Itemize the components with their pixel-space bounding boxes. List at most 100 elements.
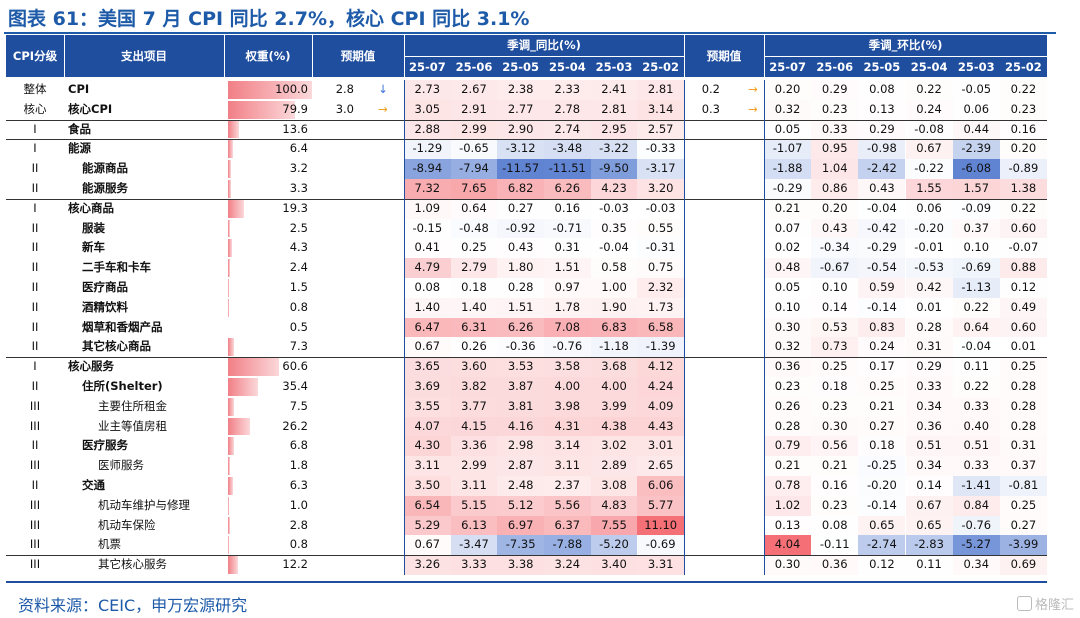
mom-value: 0.67 <box>916 497 942 512</box>
mom-value: -0.08 <box>914 121 944 136</box>
group-divider <box>6 198 1047 200</box>
arrow-right-icon: → <box>748 82 758 96</box>
table-row: II 服装 2.5 -0.15 -0.48 -0.92 -0.71 0.35 0.55 0.07 0… <box>6 218 1047 239</box>
mom-heat-cell <box>764 278 812 298</box>
mom-heat-cell <box>905 179 953 199</box>
yoy-heat-cell <box>497 436 544 457</box>
yoy-value: 2.87 <box>507 458 534 473</box>
table-row: III 机动车保险 2.8 5.29 6.13 6.97 6.37 7.55 11.10 0.13… <box>6 515 1047 536</box>
row-weight: 2.4 <box>289 260 308 275</box>
yoy-value: 2.88 <box>414 121 441 136</box>
yoy-value: 3.01 <box>647 438 674 453</box>
row-weight: 3.2 <box>289 161 308 176</box>
yoy-value: 3.26 <box>414 557 441 572</box>
mom-heat-cell <box>764 436 812 457</box>
arrow-down-icon: ↓ <box>378 82 388 96</box>
row-item: 能源服务 <box>82 181 128 195</box>
mom-heat-cell <box>858 535 906 556</box>
mom-heat-cell <box>764 119 812 140</box>
mom-heat-cell <box>811 515 859 536</box>
mom-heat-cell <box>764 515 812 536</box>
yoy-value: 2.57 <box>647 121 674 136</box>
mom-heat-cell <box>999 357 1047 377</box>
yoy-value: 3.36 <box>461 438 487 453</box>
weight-bar <box>228 259 231 277</box>
yoy-value: -0.69 <box>645 537 676 552</box>
mom-heat-cell <box>858 179 906 199</box>
yoy-value: -11.57 <box>502 161 540 176</box>
column-divider <box>404 80 405 575</box>
yoy-heat-cell <box>450 119 498 140</box>
yoy-heat-cell <box>404 119 451 140</box>
yoy-value: 0.97 <box>554 280 581 294</box>
table-row: III 机票 0.8 0.67 -3.47 -7.35 -7.88 -5.20 -0.69 4.0… <box>6 535 1047 556</box>
mom-value: 0.53 <box>821 319 848 334</box>
yoy-heat-cell <box>544 436 591 457</box>
mom-value: -1.41 <box>961 478 992 492</box>
yoy-heat-cell <box>590 377 638 397</box>
mom-heat-cell <box>811 357 859 377</box>
yoy-heat-cell <box>497 80 544 100</box>
mom-heat-cell <box>764 396 812 417</box>
yoy-heat-cell <box>450 179 498 199</box>
yoy-heat-cell <box>544 396 591 417</box>
column-divider <box>684 80 686 575</box>
yoy-heat-cell <box>590 337 638 358</box>
yoy-value: 4.23 <box>601 181 627 195</box>
yoy-heat-cell <box>544 317 591 338</box>
header-yoy-month: 25-03 <box>595 60 633 74</box>
mom-heat-cell <box>858 99 906 120</box>
yoy-value: 0.16 <box>554 200 581 215</box>
row-level: II <box>31 299 39 314</box>
mom-heat-cell <box>952 80 1000 100</box>
header-expect-mom: 预期值 <box>706 49 742 63</box>
yoy-value: 0.58 <box>601 260 627 275</box>
mom-heat-cell <box>905 198 953 219</box>
mom-value: 0.51 <box>963 438 990 453</box>
yoy-value: -0.92 <box>505 220 536 235</box>
mom-value: -0.14 <box>867 497 897 512</box>
yoy-value: -0.71 <box>552 220 583 235</box>
yoy-value: 0.27 <box>507 200 534 215</box>
row-item: 机动车维护与修理 <box>98 497 190 512</box>
mom-value: 0.14 <box>821 299 848 314</box>
yoy-heat-cell <box>404 317 451 338</box>
mom-heat-cell <box>999 535 1047 556</box>
mom-heat-cell <box>764 555 812 575</box>
header-group-yoy: 季调_同比(%) <box>507 38 581 52</box>
yoy-value: 7.55 <box>601 517 627 532</box>
mom-heat-cell <box>952 357 1000 377</box>
mom-heat-cell <box>811 159 859 179</box>
yoy-heat-cell <box>497 159 544 179</box>
mom-heat-cell <box>764 258 812 278</box>
mom-heat-cell <box>858 218 906 239</box>
mom-value: -0.14 <box>867 299 897 314</box>
mom-heat-cell <box>952 159 1000 179</box>
yoy-heat-cell <box>497 119 544 140</box>
yoy-heat-cell <box>544 337 591 358</box>
mom-heat-cell <box>999 416 1047 437</box>
mom-value: 0.11 <box>963 359 990 374</box>
mom-heat-cell <box>999 179 1047 199</box>
yoy-value: 4.79 <box>414 260 441 275</box>
yoy-value: 3.87 <box>507 379 534 393</box>
mom-value: 0.16 <box>1010 121 1037 136</box>
mom-value: 0.36 <box>821 557 848 572</box>
mom-value: -0.42 <box>867 220 897 235</box>
yoy-heat-cell <box>544 119 591 140</box>
watermark-logo-icon <box>1016 596 1032 611</box>
yoy-value: 0.67 <box>414 537 441 552</box>
mom-value: 1.04 <box>821 161 848 176</box>
yoy-value: 7.32 <box>414 181 441 195</box>
yoy-value: 1.73 <box>647 299 674 314</box>
yoy-heat-cell <box>497 139 544 160</box>
mom-heat-cell <box>764 80 812 100</box>
row-level: II <box>31 220 39 235</box>
mom-heat-cell <box>905 278 953 298</box>
weight-bar <box>228 437 234 456</box>
row-weight: 6.4 <box>289 141 308 156</box>
yoy-heat-cell <box>544 416 591 437</box>
mom-value: -0.76 <box>961 517 992 532</box>
mom-value: 0.21 <box>774 200 801 215</box>
yoy-heat-cell <box>544 357 591 377</box>
